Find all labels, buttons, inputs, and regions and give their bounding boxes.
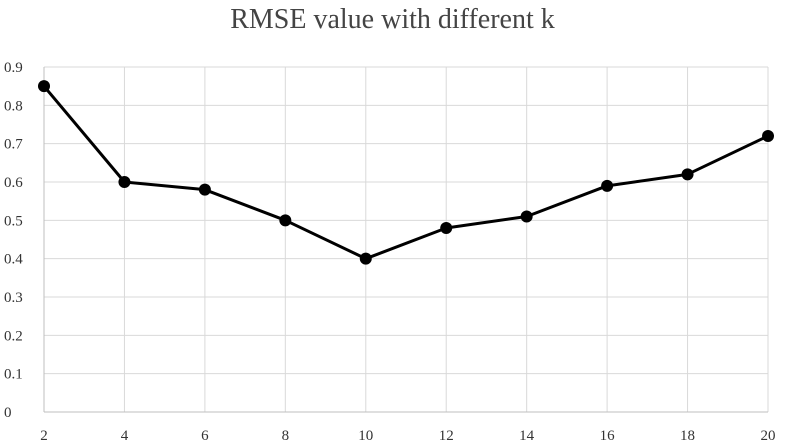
data-point [279,214,292,227]
data-point [198,183,211,196]
x-tick-label: 12 [439,428,454,444]
y-tick-label: 0 [4,405,12,421]
y-tick-label: 0.9 [4,60,23,76]
data-point [601,179,614,192]
y-tick-label: 0.2 [4,328,23,344]
data-point [118,176,131,188]
data-series [38,80,774,265]
x-tick-label: 4 [121,428,129,444]
data-point [38,80,50,93]
y-tick-label: 0.7 [4,137,23,153]
y-tick-label: 0.3 [4,290,23,306]
gridlines [44,66,769,412]
data-point [520,210,533,223]
y-tick-label: 0.8 [4,98,23,114]
x-tick-label: 8 [282,428,290,444]
y-tick-label: 0.4 [4,252,23,268]
x-tick-label: 14 [519,428,535,444]
axes [43,67,768,413]
x-tick-label: 6 [201,428,209,444]
x-tick-label: 18 [680,428,695,444]
tick-labels: 0 0.1 0.2 0.3 0.4 0.5 0.6 0.7 0.8 0.9 2 4 6 8 10 12 14 16… [4,60,776,444]
data-point [440,222,453,234]
y-tick-label: 0.1 [4,367,23,383]
y-tick-label: 0.5 [4,213,23,229]
x-tick-label: 10 [358,428,373,444]
x-tick-label: 2 [40,428,48,444]
data-point [762,130,774,142]
x-tick-label: 20 [761,428,776,444]
x-tick-label: 16 [600,428,616,444]
series-line [42,85,769,261]
data-point [681,168,694,181]
y-tick-label: 0.6 [4,175,23,191]
chart-title: RMSE value with different k [230,4,555,35]
data-point [359,252,372,265]
